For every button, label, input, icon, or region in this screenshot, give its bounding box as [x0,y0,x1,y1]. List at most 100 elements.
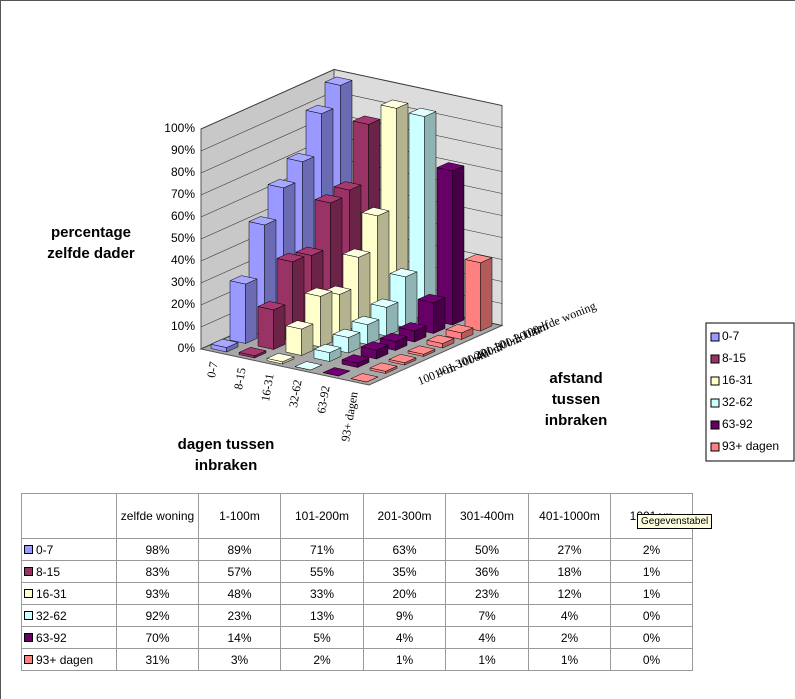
bar-top [398,322,427,332]
data-table: zelfde woning 1-100m 101-200m 201-300m 301-4… [21,493,693,671]
table-cell: 48% [198,582,281,605]
table-cell: 23% [198,604,281,627]
legend-swatch [710,354,720,364]
table-cell: 93% [116,582,199,605]
table-cell: 50% [445,538,529,561]
y-tick-label: 40% [171,253,195,267]
bar-front [229,280,246,344]
row-key: 63-92 [21,626,117,649]
bar-side [433,297,446,334]
legend-label: 0-7 [722,329,740,343]
table-cell: 83% [116,560,199,583]
bar [313,343,342,362]
bar-top [285,320,314,330]
table-cell: 31% [116,648,199,671]
legend-box [705,322,795,462]
bar-top [304,287,333,297]
key-swatch [24,566,33,576]
table-cell: 1% [445,648,529,671]
y-tick-label: 100% [164,121,195,135]
bar [436,162,465,326]
x-axis-label: dagen tussen [178,436,275,453]
key-swatch [24,654,33,664]
table-cell: 0% [610,648,693,671]
row-key: 8-15 [21,560,117,583]
bar-top [286,153,315,163]
bar [285,320,314,356]
bar-top [388,354,417,364]
y-tick-label: 80% [171,165,195,179]
table-cell: 92% [116,604,199,627]
table-cell: 23% [445,582,529,605]
bar [445,324,474,340]
x-tick-label: 63-92 [314,385,333,415]
table-cell: 12% [528,582,611,605]
tooltip: Gegevenstabel [637,514,713,529]
row-label: 93+ dagen [36,652,94,667]
x-tick-label: 8-15 [231,367,249,391]
legend-label: 63-92 [722,417,753,431]
bar-side [452,165,465,326]
x-tick-label: 32-62 [286,379,305,409]
header-cell: zelfde woning [116,493,199,539]
bar-top [267,179,296,189]
bar-top [210,338,239,348]
table-cell: 20% [363,582,446,605]
table-row: 32-62 92% 23% 13% 9% 7% 4% 0% [21,604,693,627]
y-tick-label: 20% [171,297,195,311]
row-key: 93+ dagen [21,648,117,671]
bar-top [294,361,323,371]
table-cell: 4% [445,626,529,649]
bar-top [332,328,361,338]
bar-top [361,207,390,217]
bar-top [342,248,371,258]
table-cell: 2% [610,538,693,561]
bar [210,338,239,353]
row-label: 8-15 [36,564,61,579]
table-cell: 4% [363,626,446,649]
z-axis-label: tussen [552,391,600,408]
bar [407,345,436,357]
corner-cell [21,493,117,539]
bar-top [436,162,465,172]
bar [332,328,361,354]
table-cell: 35% [363,560,446,583]
bar-top [426,334,455,344]
table-cell: 4% [528,604,611,627]
bar-top [380,99,409,109]
bar-top [341,354,370,364]
header-cell: 201-300m [363,493,446,539]
table-cell: 7% [445,604,529,627]
chart: 0% 10% 20% 30% 40% 50% 60% 70% 80% 90% 100% 0-7 8-15… [47,68,795,474]
row-key: 16-31 [21,582,117,605]
bar-top [257,301,286,311]
y-tick-label: 10% [171,319,195,333]
header-row: zelfde woning 1-100m 101-200m 201-300m 301-4… [21,493,693,539]
bar-top [369,362,398,372]
x-tick-label: 93+ dagen [338,391,361,443]
table-row: 16-31 93% 48% 33% 20% 23% 12% 1% [21,582,693,605]
grid-line [200,69,503,130]
bar-side [480,257,493,332]
bar-top [266,353,295,363]
key-swatch [24,588,33,598]
table-cell: 13% [280,604,364,627]
key-swatch [24,632,33,642]
row-label: 32-62 [36,608,67,623]
y-tick-label: 50% [171,231,195,245]
y-tick-label: 30% [171,275,195,289]
table-cell: 5% [280,626,364,649]
legend-label: 16-31 [722,373,753,387]
bar-top [389,268,418,278]
bar [369,362,398,374]
bar-top [313,343,342,353]
table-row: 0-7 98% 89% 71% 63% 50% 27% 2% [21,538,693,561]
bar-top [408,107,437,117]
key-swatch [24,610,33,620]
bar [426,334,455,349]
table-cell: 98% [116,538,199,561]
legend: 0-7 8-15 16-31 32-62 63-92 93+ dagen [705,322,795,462]
table-cell: 1% [363,648,446,671]
bar-top [333,181,362,191]
